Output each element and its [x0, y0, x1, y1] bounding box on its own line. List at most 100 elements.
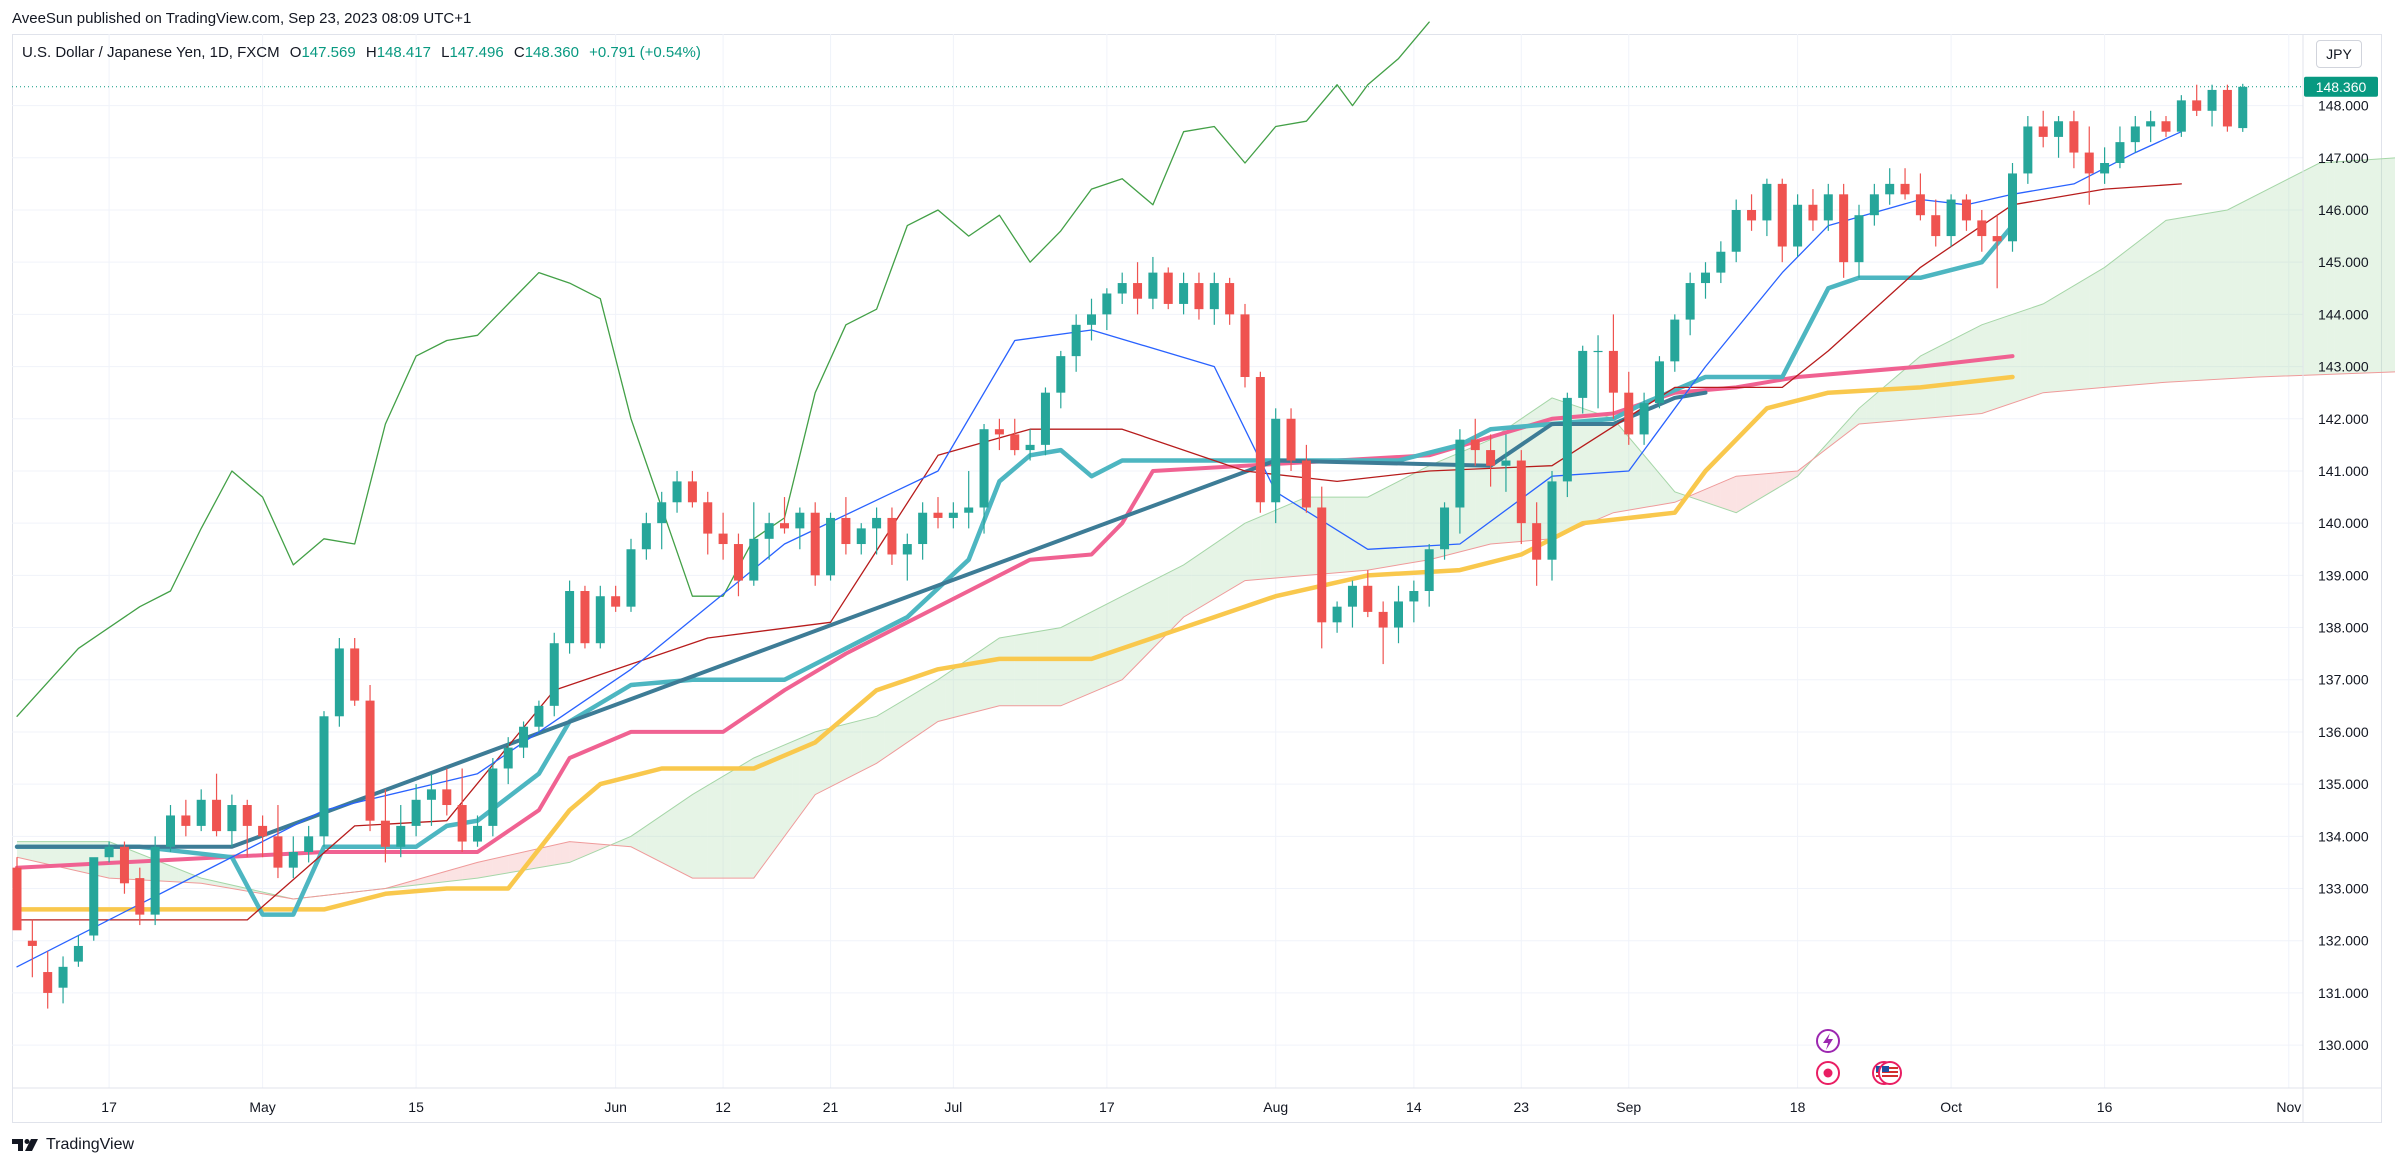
candle-up[interactable]	[1040, 387, 1050, 456]
candle-down[interactable]	[1961, 194, 1971, 231]
candle-up[interactable]	[58, 956, 68, 1004]
candle-up[interactable]	[196, 789, 206, 832]
candle-up[interactable]	[1501, 434, 1511, 492]
chart-frame[interactable]	[12, 34, 2382, 1123]
candle-down[interactable]	[810, 502, 820, 586]
candle-up[interactable]	[411, 784, 421, 837]
candle-up[interactable]	[1654, 356, 1664, 409]
candle-up[interactable]	[1823, 183, 1833, 231]
candle-up[interactable]	[1271, 408, 1281, 524]
candle-up[interactable]	[1440, 502, 1450, 560]
candle-down[interactable]	[1010, 418, 1020, 456]
candle-down[interactable]	[2069, 110, 2079, 169]
candle-up[interactable]	[626, 538, 636, 612]
candle-down[interactable]	[887, 507, 897, 565]
symbol-title[interactable]: U.S. Dollar / Japanese Yen, 1D, FXCM	[22, 44, 280, 61]
candle-up[interactable]	[1087, 298, 1096, 341]
candle-down[interactable]	[1747, 194, 1757, 231]
candle-up[interactable]	[503, 737, 513, 785]
candle-down[interactable]	[242, 799, 252, 858]
candle-down[interactable]	[1931, 199, 1941, 247]
candle-up[interactable]	[396, 805, 406, 858]
candle-up[interactable]	[426, 773, 436, 826]
candle-down[interactable]	[119, 841, 129, 894]
candle-up[interactable]	[1056, 350, 1066, 409]
candle-up[interactable]	[73, 935, 83, 967]
candle-down[interactable]	[841, 497, 851, 555]
candle-up[interactable]	[1793, 194, 1803, 257]
candle-down[interactable]	[1977, 209, 1987, 252]
candle-down[interactable]	[1363, 570, 1373, 618]
candle-down[interactable]	[1301, 444, 1311, 513]
candle-up[interactable]	[2100, 147, 2110, 184]
candle-down[interactable]	[212, 773, 222, 837]
candle-down[interactable]	[1317, 486, 1327, 649]
candle-up[interactable]	[1854, 204, 1864, 278]
candle-down[interactable]	[1255, 371, 1265, 513]
candle-up[interactable]	[334, 637, 344, 727]
candle-up[interactable]	[1670, 314, 1680, 372]
candle-down[interactable]	[12, 857, 22, 931]
candle-up[interactable]	[1025, 429, 1035, 461]
tradingview-logo-icon[interactable]	[12, 1137, 40, 1153]
candle-up[interactable]	[1117, 272, 1127, 304]
candle-up[interactable]	[534, 700, 544, 732]
candle-up[interactable]	[519, 721, 529, 759]
candle-up[interactable]	[227, 794, 237, 847]
candle-up[interactable]	[948, 502, 958, 529]
candle-up[interactable]	[1562, 392, 1572, 498]
candle-up[interactable]	[641, 512, 651, 560]
candle-down[interactable]	[27, 919, 37, 978]
candle-up[interactable]	[1701, 262, 1710, 299]
candle-up[interactable]	[964, 470, 974, 529]
candle-up[interactable]	[672, 470, 682, 513]
candle-down[interactable]	[2222, 84, 2232, 132]
candle-down[interactable]	[380, 789, 390, 863]
candle-up[interactable]	[1869, 183, 1879, 226]
candle-up[interactable]	[288, 836, 298, 879]
candle-down[interactable]	[2161, 116, 2171, 137]
candle-down[interactable]	[273, 805, 283, 879]
candle-up[interactable]	[2146, 110, 2156, 143]
candle-down[interactable]	[1900, 168, 1910, 200]
candle-up[interactable]	[1332, 601, 1342, 633]
candle-down[interactable]	[1486, 434, 1496, 487]
candle-up[interactable]	[565, 580, 575, 654]
candle-up[interactable]	[1071, 314, 1081, 372]
candle-up[interactable]	[1148, 256, 1158, 310]
candle-down[interactable]	[181, 799, 191, 837]
candle-up[interactable]	[795, 507, 805, 550]
candle-up[interactable]	[1179, 272, 1189, 315]
candle-up[interactable]	[826, 512, 836, 581]
candle-down[interactable]	[2192, 84, 2202, 117]
candle-up[interactable]	[1685, 272, 1695, 336]
candle-down[interactable]	[1532, 502, 1542, 586]
candle-up[interactable]	[104, 841, 114, 863]
candle-up[interactable]	[549, 632, 559, 717]
candle-down[interactable]	[365, 684, 375, 832]
candle-down[interactable]	[2038, 110, 2048, 148]
candle-up[interactable]	[488, 758, 498, 837]
candle-up[interactable]	[1762, 178, 1772, 237]
candle-down[interactable]	[1240, 303, 1250, 388]
candle-down[interactable]	[1378, 601, 1388, 665]
candle-down[interactable]	[1992, 215, 2002, 289]
candle-up[interactable]	[1409, 580, 1419, 623]
candle-up[interactable]	[1716, 241, 1726, 284]
candle-down[interactable]	[350, 637, 360, 706]
candle-up[interactable]	[1885, 168, 1895, 205]
candle-down[interactable]	[1516, 450, 1526, 545]
candle-up[interactable]	[2054, 116, 2064, 158]
record-event-icon[interactable]	[1816, 1061, 1840, 1085]
candle-down[interactable]	[1163, 267, 1173, 310]
candle-up[interactable]	[166, 805, 175, 852]
candle-up[interactable]	[918, 502, 928, 560]
candle-up[interactable]	[2238, 83, 2248, 132]
candle-up[interactable]	[1946, 194, 1956, 247]
candle-down[interactable]	[780, 497, 789, 534]
candle-down[interactable]	[733, 533, 743, 597]
candle-down[interactable]	[1194, 272, 1204, 320]
candle-up[interactable]	[304, 825, 314, 863]
candle-down[interactable]	[718, 512, 728, 560]
candle-down[interactable]	[994, 418, 1004, 451]
